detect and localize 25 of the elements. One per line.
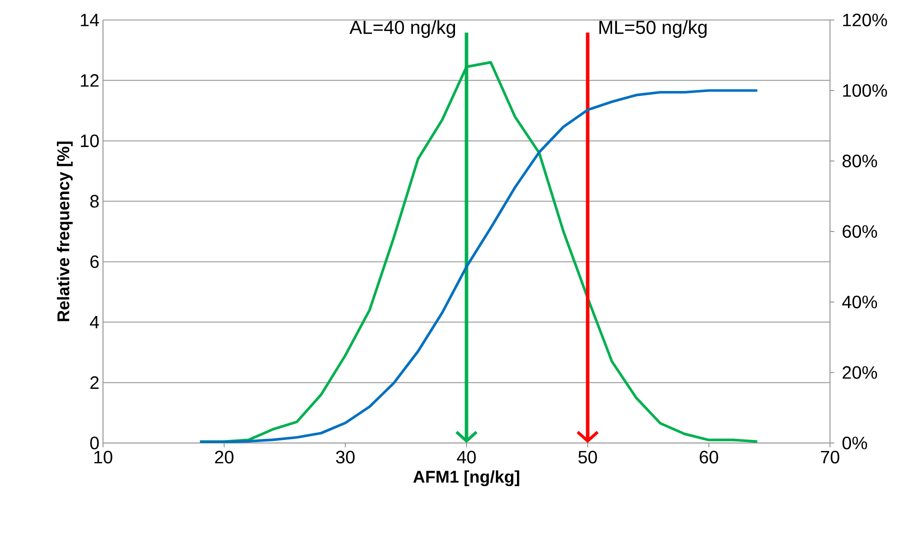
- y2-tick-label: 60%: [842, 225, 878, 238]
- y2-tick-label: 80%: [842, 154, 878, 168]
- y-tick-label: 12: [80, 74, 99, 87]
- x-tick-label: 50: [578, 450, 597, 464]
- y-tick-label: 4: [90, 316, 99, 328]
- x-tick-label: 20: [215, 450, 234, 464]
- y2-tick-label: 20%: [842, 366, 878, 379]
- y-tick-label: 10: [80, 134, 99, 148]
- x-tick-label: 40: [456, 450, 476, 464]
- y-tick-label: 2: [90, 376, 99, 389]
- x-tick-label: 30: [336, 450, 355, 464]
- y2-tick-label: 120%: [843, 14, 888, 26]
- y-tick-label: 14: [80, 14, 99, 26]
- y-tick-label: 6: [90, 255, 99, 268]
- y2-tick-label: 100%: [843, 84, 888, 97]
- y2-tick-label: 40%: [842, 296, 878, 308]
- x-tick-label: 70: [820, 450, 840, 464]
- y-tick-label: 8: [90, 194, 99, 208]
- ref-line-label: ML=50 ng/kg: [599, 20, 707, 38]
- y-tick-label: 0: [90, 436, 99, 450]
- x-axis-title: AFM1 [ng/kg]: [413, 470, 520, 486]
- y2-tick-label: 0%: [842, 436, 868, 450]
- ref-line-label: AL=40 ng/kg: [350, 20, 456, 38]
- x-tick-label: 60: [700, 450, 718, 464]
- y-axis-title: Relative frequency [%]: [56, 142, 73, 322]
